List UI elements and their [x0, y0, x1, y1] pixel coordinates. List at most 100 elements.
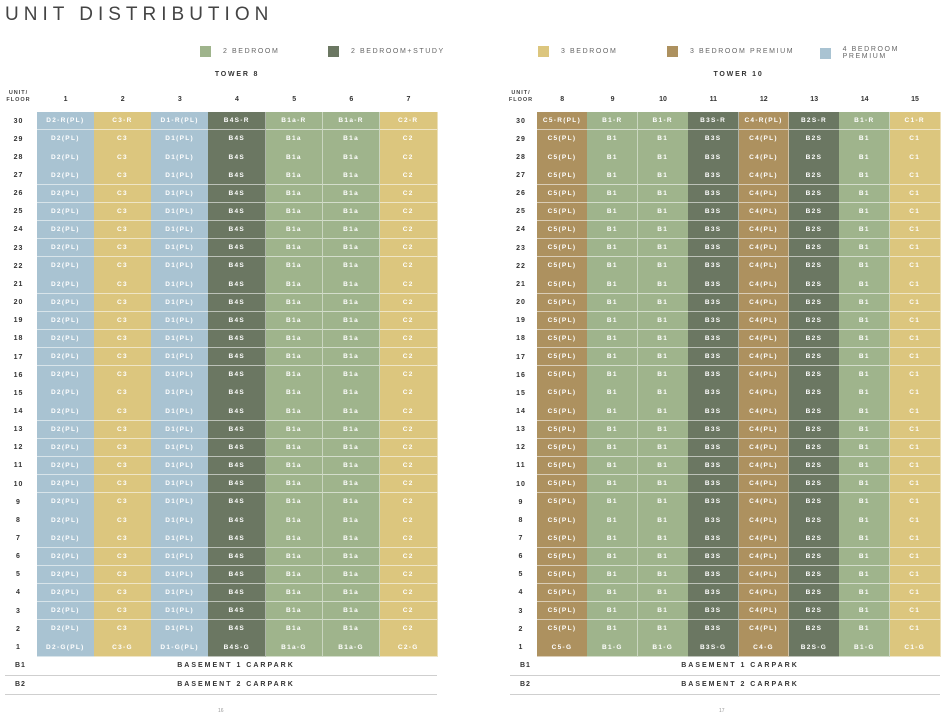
unit-cell: C4-R(PL): [738, 112, 790, 131]
basement-floor-label: B2: [520, 681, 531, 688]
unit-cell: C3: [94, 565, 152, 585]
unit-cell: C1: [889, 547, 941, 567]
unit-cell: B4S: [208, 366, 267, 385]
unit-cell: C1: [889, 239, 941, 258]
basement-row: B2 BASEMENT 2 CARPARK: [5, 676, 437, 695]
unit-cell: B3S: [688, 602, 740, 621]
unit-cell: B1a: [322, 402, 381, 421]
floor-label: 11: [13, 462, 24, 470]
unit-cell: C3: [94, 166, 152, 185]
unit-cell: D2(PL): [37, 257, 95, 276]
unit-cell: C4(PL): [738, 547, 790, 567]
unit-cell: B1a: [265, 438, 324, 458]
floor-label: 1: [16, 643, 21, 651]
unit-cell: C3: [94, 529, 152, 548]
floor-label: 30: [13, 117, 24, 125]
unit-cell: B1: [637, 311, 689, 331]
unit-floor-header: UNIT/ FLOOR: [508, 90, 534, 103]
unit-cell: B1a: [322, 475, 381, 494]
unit-cell: B1a: [322, 293, 381, 312]
unit-cell: D1(PL): [151, 130, 209, 149]
unit-cell: C4(PL): [738, 529, 790, 548]
unit-cell: B1: [587, 148, 639, 167]
unit-cell: B1a: [265, 148, 324, 167]
basement-row: B1 BASEMENT 1 CARPARK: [510, 657, 940, 676]
unit-cell: B1: [587, 184, 639, 204]
unit-cell: B3S: [688, 547, 740, 567]
unit-cell: B1: [839, 166, 891, 185]
unit-cell: B1a: [265, 329, 324, 349]
unit-cell: B3S: [688, 239, 740, 258]
floor-label: 10: [13, 480, 24, 488]
unit-cell: C5(PL): [537, 184, 588, 204]
unit-cell: B1a: [322, 529, 381, 548]
unit-cell: B1: [839, 275, 891, 294]
unit-cell: C5(PL): [537, 275, 588, 294]
unit-cell: B1: [839, 620, 891, 639]
unit-cell: B1a: [322, 184, 381, 204]
legend-2-bedroom-study: 2 BEDROOM+STUDY: [328, 46, 445, 57]
unit-cell: B1: [587, 239, 639, 258]
floor-label: 24: [516, 226, 526, 234]
unit-cell: B1: [839, 493, 891, 512]
unit-cell: C3-G: [94, 638, 152, 657]
unit-cell: B1: [839, 402, 891, 421]
unit-cell: C5-R(PL): [537, 112, 588, 131]
unit-cell: B1: [637, 184, 689, 204]
unit-cell: C4(PL): [738, 384, 790, 403]
unit-cell: D1(PL): [151, 511, 209, 530]
unit-cell: B1a: [265, 420, 324, 439]
unit-cell: C3: [94, 220, 152, 240]
unit-cell: C4(PL): [738, 402, 790, 421]
unit-cell: B1: [637, 166, 689, 185]
unit-cell: B1a: [322, 329, 381, 349]
unit-cell: D1(PL): [151, 220, 209, 240]
unit-cell: B4S: [208, 493, 267, 512]
legend-3-bedroom-premium: 3 BEDROOM PREMIUM: [667, 46, 794, 57]
unit-cell: C3: [94, 620, 152, 639]
unit-cell: C2-G: [379, 638, 438, 657]
unit-cell: D1(PL): [151, 402, 209, 421]
unit-cell: C2: [379, 184, 438, 204]
unit-cell: B3S: [688, 293, 740, 312]
unit-cell: B3S: [688, 475, 740, 494]
floor-label: 1: [518, 643, 524, 651]
unit-cell: B1: [587, 166, 639, 185]
unit-cell: C3: [94, 547, 152, 567]
unit-cell: B1a-G: [322, 638, 381, 657]
unit-cell: C5-G: [537, 638, 588, 657]
unit-cell: B1: [587, 202, 639, 222]
unit-cell: C5(PL): [537, 366, 588, 385]
unit-cell: D1(PL): [151, 529, 209, 548]
unit-cell: D2(PL): [37, 620, 95, 639]
unit-cell: D1(PL): [151, 202, 209, 222]
unit-cell: B1: [839, 475, 891, 494]
unit-cell: B1: [637, 547, 689, 567]
unit-cell: B2S: [789, 239, 840, 258]
unit-cell: B4S: [208, 475, 267, 494]
floor-label: 14: [13, 407, 24, 415]
unit-cell: C4(PL): [738, 257, 790, 276]
legend-swatch: [538, 46, 549, 57]
basement-row: B1 BASEMENT 1 CARPARK: [5, 657, 437, 676]
unit-cell: D1(PL): [151, 184, 209, 204]
unit-cell: C3: [94, 384, 152, 403]
unit-cell: B4S: [208, 275, 267, 294]
unit-cell: D1(PL): [151, 456, 209, 476]
unit-cell: B1: [587, 583, 639, 603]
floor-label: 2: [518, 625, 524, 633]
unit-cell: B1: [587, 547, 639, 567]
unit-cell: B1: [839, 311, 891, 331]
unit-cell: B1-R: [587, 112, 639, 131]
floor-label: 18: [516, 335, 526, 343]
unit-cell: B1: [587, 347, 639, 367]
legend-swatch: [328, 46, 339, 57]
unit-cell: B1: [839, 456, 891, 476]
unit-cell: D2(PL): [37, 293, 95, 312]
unit-cell: C1: [889, 311, 941, 331]
unit-column-header: 1: [63, 95, 68, 103]
floor-label: 29: [516, 135, 526, 143]
unit-cell: B1: [587, 456, 639, 476]
unit-cell: C4-G: [738, 638, 790, 657]
tower-10-title: TOWER 10: [713, 71, 764, 78]
